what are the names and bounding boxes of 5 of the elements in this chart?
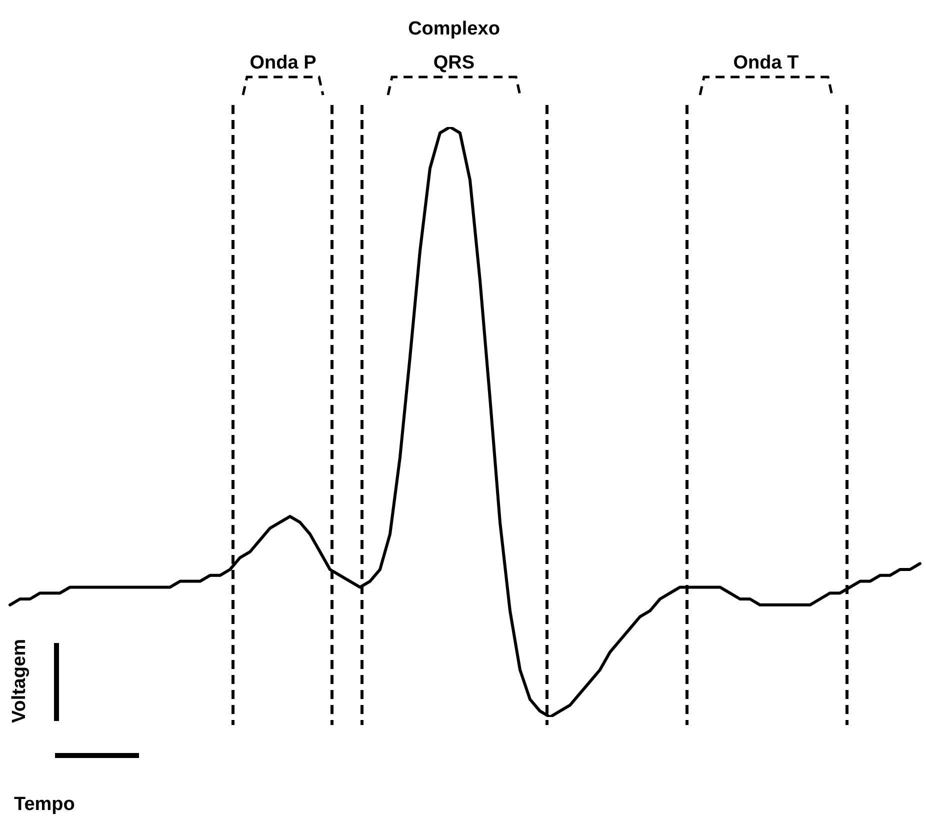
x-axis-title: Tempo — [14, 794, 75, 816]
text: Onda P — [250, 52, 317, 74]
text: Complexo QRS — [408, 18, 500, 74]
y-axis-title: Voltagem — [9, 638, 32, 724]
text: Onda T — [733, 52, 800, 74]
